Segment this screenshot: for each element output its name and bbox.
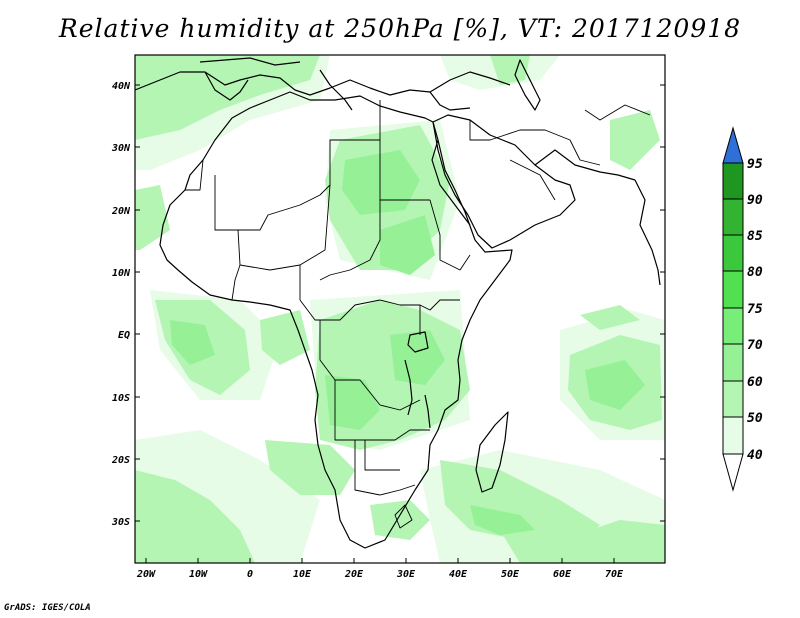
lon-label: 10W (189, 569, 208, 580)
colorbar-label: 90 (747, 193, 763, 208)
lat-label: 20N (111, 206, 131, 217)
colorbar-label: 70 (747, 338, 763, 353)
lat-label: 10N (112, 268, 131, 279)
lon-label: 50E (501, 569, 520, 580)
lon-label: 40E (449, 569, 468, 580)
humidity-field (135, 55, 665, 563)
country-borders (185, 100, 651, 529)
lon-label: 20W (136, 569, 156, 580)
colorbar-segment (722, 380, 744, 418)
lat-label: 40N (112, 81, 131, 92)
colorbar-segment (722, 162, 744, 200)
colorbar-segment (722, 270, 744, 309)
lon-ticks: 20W 10W 0 10E 20E 30E 40E 50E 60E 70E (136, 558, 624, 580)
coastlines (135, 57, 661, 549)
colorbar-segment (722, 234, 744, 272)
lat-label: 30N (111, 143, 131, 154)
colorbar-segment (722, 307, 744, 345)
lat-label: EQ (118, 330, 130, 341)
lon-label: 0 (247, 569, 253, 580)
lon-label: 20E (344, 569, 364, 580)
map-title: Relative humidity at 250hPa [%], VT: 201… (58, 14, 742, 43)
colorbar-label: 75 (747, 302, 763, 317)
colorbar-segment (722, 343, 744, 382)
lat-label: 10S (112, 393, 130, 404)
colorbar-label: 95 (747, 157, 763, 172)
lon-label: 10E (293, 569, 312, 580)
colorbar-over-arrow (722, 126, 744, 164)
lon-label: 60E (553, 569, 572, 580)
grads-credit: GrADS: IGES/COLA (4, 603, 91, 613)
colorbar-label: 40 (747, 448, 763, 463)
plot-frame (134, 54, 666, 564)
lat-label: 20S (111, 455, 130, 466)
lon-label: 70E (605, 569, 624, 580)
colorbar: 95 90 85 80 75 70 60 50 40 (722, 126, 763, 492)
colorbar-label: 85 (747, 229, 763, 244)
colorbar-label: 60 (747, 375, 763, 390)
colorbar-segment (722, 416, 744, 455)
colorbar-label: 50 (747, 411, 763, 426)
lon-label: 30E (396, 569, 416, 580)
lat-label: 30S (111, 517, 130, 528)
colorbar-segment (722, 198, 744, 236)
colorbar-label: 80 (747, 265, 763, 280)
colorbar-under-arrow (722, 453, 744, 492)
lat-ticks: 40N 30N 20N 10N EQ 10S 20S 30S (111, 81, 665, 528)
